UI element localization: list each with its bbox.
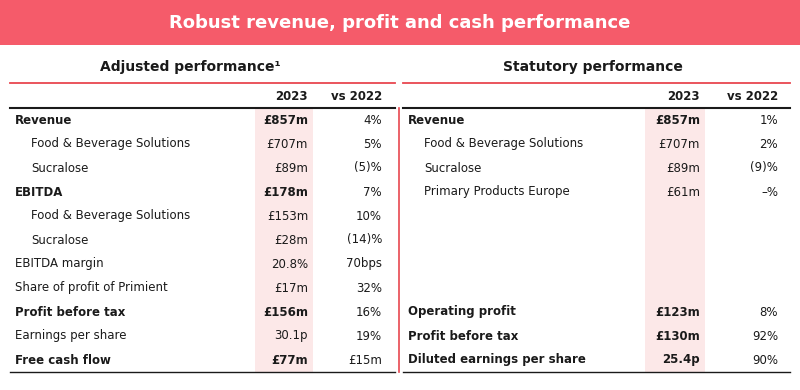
Text: vs 2022: vs 2022 [330, 90, 382, 103]
Text: Statutory performance: Statutory performance [503, 60, 683, 74]
Text: Profit before tax: Profit before tax [15, 305, 126, 319]
Text: 8%: 8% [759, 305, 778, 319]
Text: 90%: 90% [752, 353, 778, 367]
Text: Food & Beverage Solutions: Food & Beverage Solutions [424, 138, 583, 151]
Text: EBITDA margin: EBITDA margin [15, 257, 104, 271]
Text: Revenue: Revenue [408, 113, 466, 126]
Text: (5)%: (5)% [354, 161, 382, 174]
Text: EBITDA: EBITDA [15, 186, 63, 199]
Text: 19%: 19% [356, 330, 382, 342]
Text: (14)%: (14)% [346, 234, 382, 246]
Text: £17m: £17m [274, 282, 308, 294]
Text: –%: –% [761, 186, 778, 199]
Text: Sucralose: Sucralose [31, 161, 88, 174]
Text: Food & Beverage Solutions: Food & Beverage Solutions [31, 138, 190, 151]
Text: 20.8%: 20.8% [271, 257, 308, 271]
Text: Food & Beverage Solutions: Food & Beverage Solutions [31, 209, 190, 223]
Text: £707m: £707m [266, 138, 308, 151]
Text: 25.4p: 25.4p [662, 353, 700, 367]
Text: 2023: 2023 [667, 90, 700, 103]
Text: Share of profit of Primient: Share of profit of Primient [15, 282, 168, 294]
Text: 16%: 16% [356, 305, 382, 319]
Text: Diluted earnings per share: Diluted earnings per share [408, 353, 586, 367]
Text: Free cash flow: Free cash flow [15, 353, 111, 367]
Text: Robust revenue, profit and cash performance: Robust revenue, profit and cash performa… [170, 14, 630, 32]
Text: £857m: £857m [263, 113, 308, 126]
Text: £123m: £123m [655, 305, 700, 319]
Text: £130m: £130m [655, 330, 700, 342]
Text: 32%: 32% [356, 282, 382, 294]
Text: £153m: £153m [266, 209, 308, 223]
Text: (9)%: (9)% [750, 161, 778, 174]
Bar [0, 0, 800, 45]
Text: £61m: £61m [666, 186, 700, 199]
Text: Operating profit: Operating profit [408, 305, 516, 319]
Bar [645, 108, 705, 372]
Text: Primary Products Europe: Primary Products Europe [424, 186, 570, 199]
Text: £156m: £156m [263, 305, 308, 319]
Text: Sucralose: Sucralose [424, 161, 482, 174]
Text: £857m: £857m [655, 113, 700, 126]
Text: 1%: 1% [759, 113, 778, 126]
Text: Profit before tax: Profit before tax [408, 330, 518, 342]
Text: vs 2022: vs 2022 [726, 90, 778, 103]
Text: £89m: £89m [274, 161, 308, 174]
Text: £707m: £707m [658, 138, 700, 151]
Bar [255, 108, 313, 372]
Text: Sucralose: Sucralose [31, 234, 88, 246]
Text: 92%: 92% [752, 330, 778, 342]
Text: £28m: £28m [274, 234, 308, 246]
Text: 2023: 2023 [275, 90, 308, 103]
Text: Revenue: Revenue [15, 113, 72, 126]
Text: 4%: 4% [363, 113, 382, 126]
Text: 5%: 5% [363, 138, 382, 151]
Text: 70bps: 70bps [346, 257, 382, 271]
Text: 2%: 2% [759, 138, 778, 151]
Text: £178m: £178m [263, 186, 308, 199]
Text: £77m: £77m [271, 353, 308, 367]
Text: 10%: 10% [356, 209, 382, 223]
Text: Adjusted performance¹: Adjusted performance¹ [100, 60, 280, 74]
Text: £15m: £15m [348, 353, 382, 367]
Text: 30.1p: 30.1p [274, 330, 308, 342]
Text: Earnings per share: Earnings per share [15, 330, 126, 342]
Text: £89m: £89m [666, 161, 700, 174]
Text: 7%: 7% [363, 186, 382, 199]
